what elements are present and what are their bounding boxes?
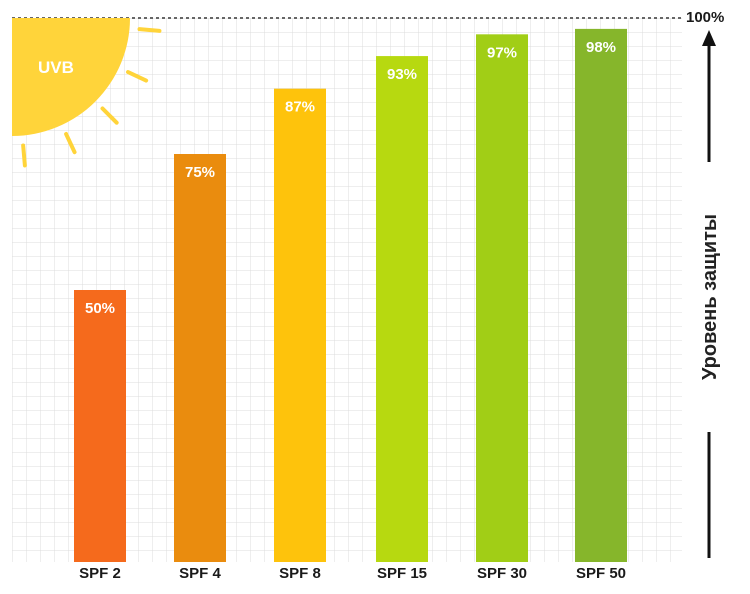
y-axis-arrow: Уровень защиты xyxy=(699,30,721,558)
bar-value-label: 50% xyxy=(85,300,115,317)
sun-ray xyxy=(64,132,77,155)
sun-ray xyxy=(21,143,27,168)
category-label: SPF 4 xyxy=(179,565,221,582)
sun-decoration: UVB xyxy=(12,18,162,168)
bar-value-label: 75% xyxy=(185,164,215,181)
bar-spf-30 xyxy=(476,34,528,562)
category-label: SPF 50 xyxy=(576,565,626,582)
bar-spf-4 xyxy=(174,154,226,562)
max-label: 100% xyxy=(686,9,724,26)
sun-ray xyxy=(100,106,119,125)
arrow-head xyxy=(702,30,716,46)
sun-ray xyxy=(126,70,149,83)
category-label: SPF 2 xyxy=(79,565,121,582)
bar-spf-8 xyxy=(274,88,326,562)
category-label: SPF 30 xyxy=(477,565,527,582)
bar-value-label: 93% xyxy=(387,66,417,83)
y-axis-title: Уровень защиты xyxy=(699,214,721,380)
bars-group: 50% SPF 2 75% SPF 4 87% SPF 8 93% SPF 15 97% SPF … xyxy=(74,28,627,582)
bar-spf-50 xyxy=(575,28,627,562)
bar-value-label: 98% xyxy=(586,39,616,56)
category-label: SPF 15 xyxy=(377,565,427,582)
bar-spf-2 xyxy=(74,290,126,562)
bar-value-label: 87% xyxy=(285,99,315,116)
sun-icon xyxy=(12,18,130,136)
category-label: SPF 8 xyxy=(279,565,321,582)
sun-label: UVB xyxy=(38,58,74,77)
bar-value-label: 97% xyxy=(487,44,517,61)
bar-spf-15 xyxy=(376,56,428,563)
sun-ray xyxy=(137,27,162,33)
